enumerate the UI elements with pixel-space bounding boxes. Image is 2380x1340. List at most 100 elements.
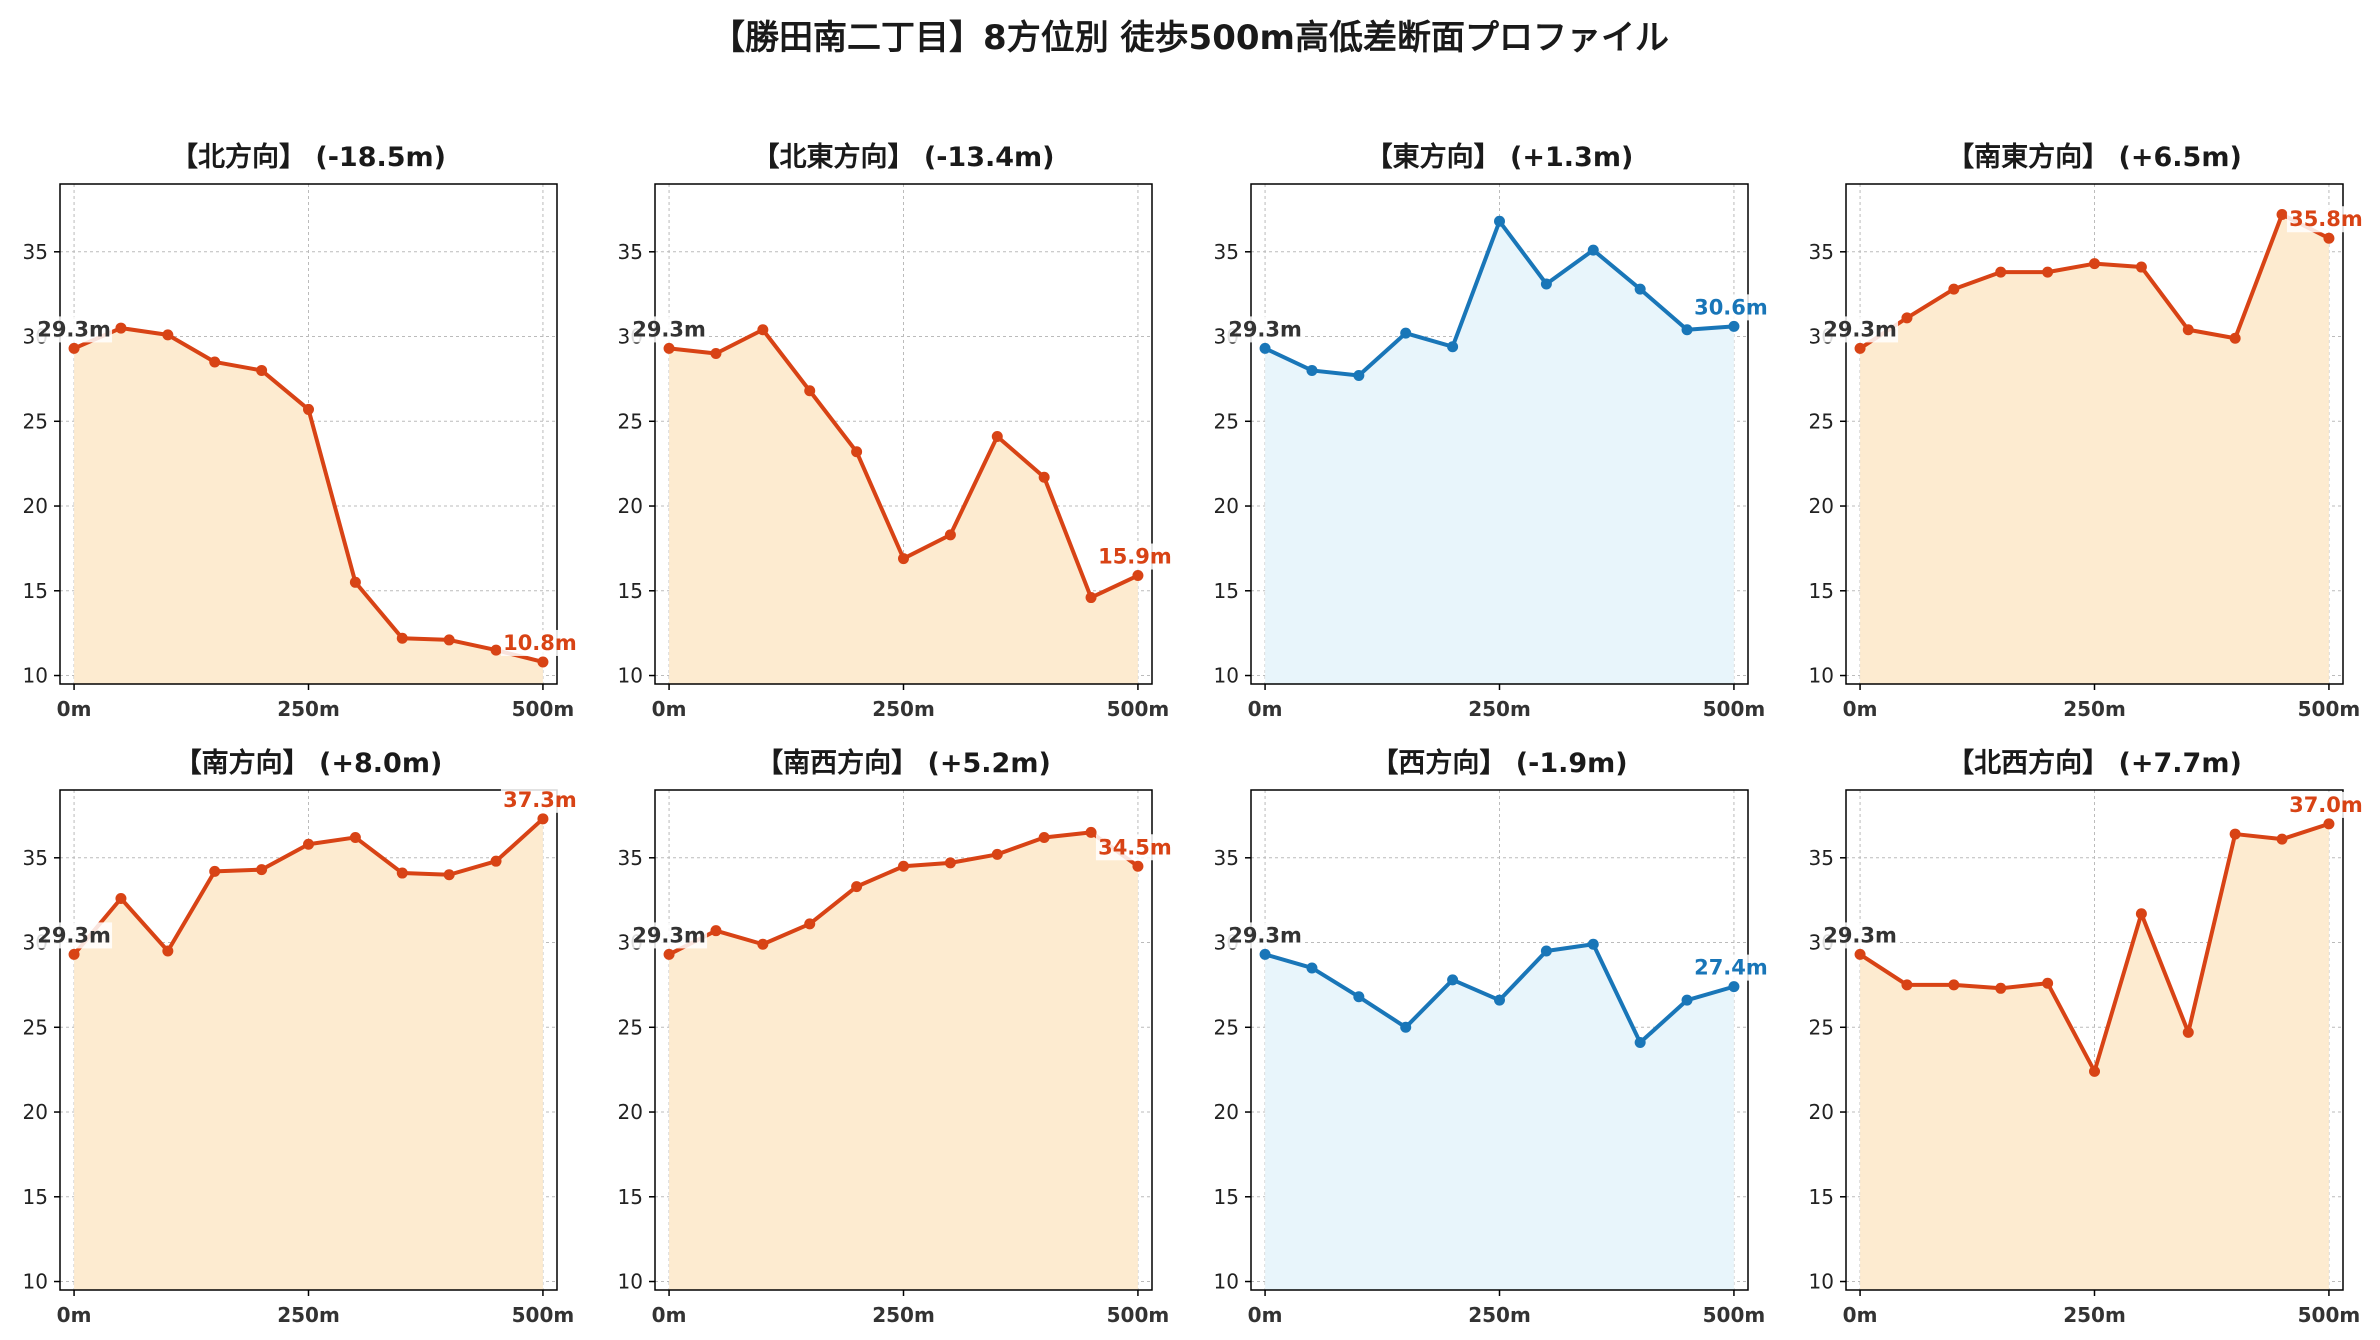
data-point — [1901, 979, 1913, 991]
y-tick-label: 15 — [1809, 579, 1834, 603]
data-point — [1132, 860, 1144, 872]
end-label-bg — [500, 786, 585, 813]
data-point — [1728, 981, 1740, 993]
y-tick-label: 20 — [23, 494, 48, 518]
y-tick-label: 25 — [23, 1015, 48, 1039]
data-point — [1085, 592, 1097, 604]
end-label-bg — [1095, 834, 1180, 861]
data-point — [1901, 312, 1913, 324]
y-tick-label: 35 — [618, 240, 643, 264]
data-point — [1948, 283, 1960, 295]
data-point — [1400, 1021, 1412, 1033]
y-tick-label: 25 — [23, 409, 48, 433]
x-tick-label: 500m — [2298, 697, 2361, 721]
panel-title: 【南東方向】 (+6.5m) — [1947, 141, 2242, 173]
end-label-bg — [500, 629, 585, 656]
data-point — [851, 881, 863, 893]
y-tick-label: 20 — [1809, 494, 1834, 518]
data-point — [349, 831, 361, 843]
y-tick-label: 10 — [1809, 664, 1834, 688]
data-point — [256, 364, 268, 376]
data-point — [1038, 831, 1050, 843]
panel-title: 【南方向】 (+8.0m) — [175, 747, 443, 779]
data-point — [1948, 979, 1960, 991]
x-tick-label: 250m — [1468, 697, 1531, 721]
y-tick-label: 35 — [23, 240, 48, 264]
y-tick-label: 10 — [1809, 1270, 1834, 1294]
end-label: 10.8m — [503, 631, 577, 655]
data-point — [1587, 938, 1599, 950]
data-point — [1681, 994, 1693, 1006]
data-point — [1400, 327, 1412, 339]
data-point — [349, 576, 361, 588]
data-point — [490, 644, 502, 656]
start-label-bg — [1822, 922, 1899, 949]
end-label: 34.5m — [1098, 835, 1172, 859]
data-point — [710, 347, 722, 359]
start-label-bg — [1227, 316, 1304, 343]
data-point — [209, 865, 221, 877]
x-tick-label: 0m — [1843, 697, 1878, 721]
start-label: 29.3m — [1228, 317, 1302, 341]
data-point — [1634, 283, 1646, 295]
x-tick-label: 0m — [1248, 697, 1283, 721]
end-label-bg — [1691, 294, 1776, 321]
x-tick-label: 250m — [277, 1303, 340, 1327]
data-point — [115, 892, 127, 904]
data-point — [303, 838, 314, 850]
data-point — [1259, 342, 1271, 354]
elevation-area — [74, 328, 543, 684]
data-point — [537, 656, 549, 668]
data-point — [991, 431, 1003, 443]
end-label-bg — [2286, 206, 2371, 233]
data-point — [991, 848, 1003, 860]
data-point — [162, 329, 174, 341]
start-label-bg — [631, 922, 708, 949]
data-point — [209, 356, 221, 368]
data-point — [710, 925, 722, 937]
data-point — [1259, 948, 1271, 960]
y-tick-label: 20 — [618, 1100, 643, 1124]
data-point — [804, 385, 816, 397]
end-label: 35.8m — [2289, 207, 2363, 231]
end-label: 37.0m — [2289, 793, 2363, 817]
start-label-bg — [36, 922, 113, 949]
data-point — [1038, 471, 1050, 483]
y-tick-label: 10 — [1214, 664, 1239, 688]
data-point — [68, 342, 80, 354]
data-point — [1494, 994, 1505, 1006]
data-point — [757, 324, 769, 336]
start-label: 29.3m — [632, 923, 706, 947]
data-point — [443, 869, 455, 881]
y-tick-label: 35 — [1809, 846, 1834, 870]
data-point — [1854, 342, 1866, 354]
elevation-area — [74, 818, 543, 1290]
x-tick-label: 500m — [512, 1303, 575, 1327]
y-tick-label: 15 — [1214, 579, 1239, 603]
y-tick-label: 15 — [1214, 1185, 1239, 1209]
y-tick-label: 15 — [618, 579, 643, 603]
data-point — [2089, 258, 2100, 270]
data-point — [1085, 826, 1097, 838]
y-tick-label: 25 — [618, 1015, 643, 1039]
data-point — [1587, 244, 1599, 256]
start-label: 29.3m — [632, 317, 706, 341]
elevation-area — [669, 329, 1138, 684]
data-point — [1854, 948, 1866, 960]
y-tick-label: 25 — [1214, 1015, 1239, 1039]
start-label: 29.3m — [37, 923, 111, 947]
panel-title: 【東方向】 (+1.3m) — [1366, 141, 1634, 173]
data-point — [2276, 209, 2288, 221]
y-tick-label: 20 — [23, 1100, 48, 1124]
data-point — [2229, 332, 2241, 344]
data-point — [1540, 278, 1552, 290]
data-point — [1306, 962, 1318, 974]
end-label-bg — [1691, 954, 1776, 981]
y-tick-label: 35 — [1809, 240, 1834, 264]
y-tick-label: 10 — [23, 664, 48, 688]
